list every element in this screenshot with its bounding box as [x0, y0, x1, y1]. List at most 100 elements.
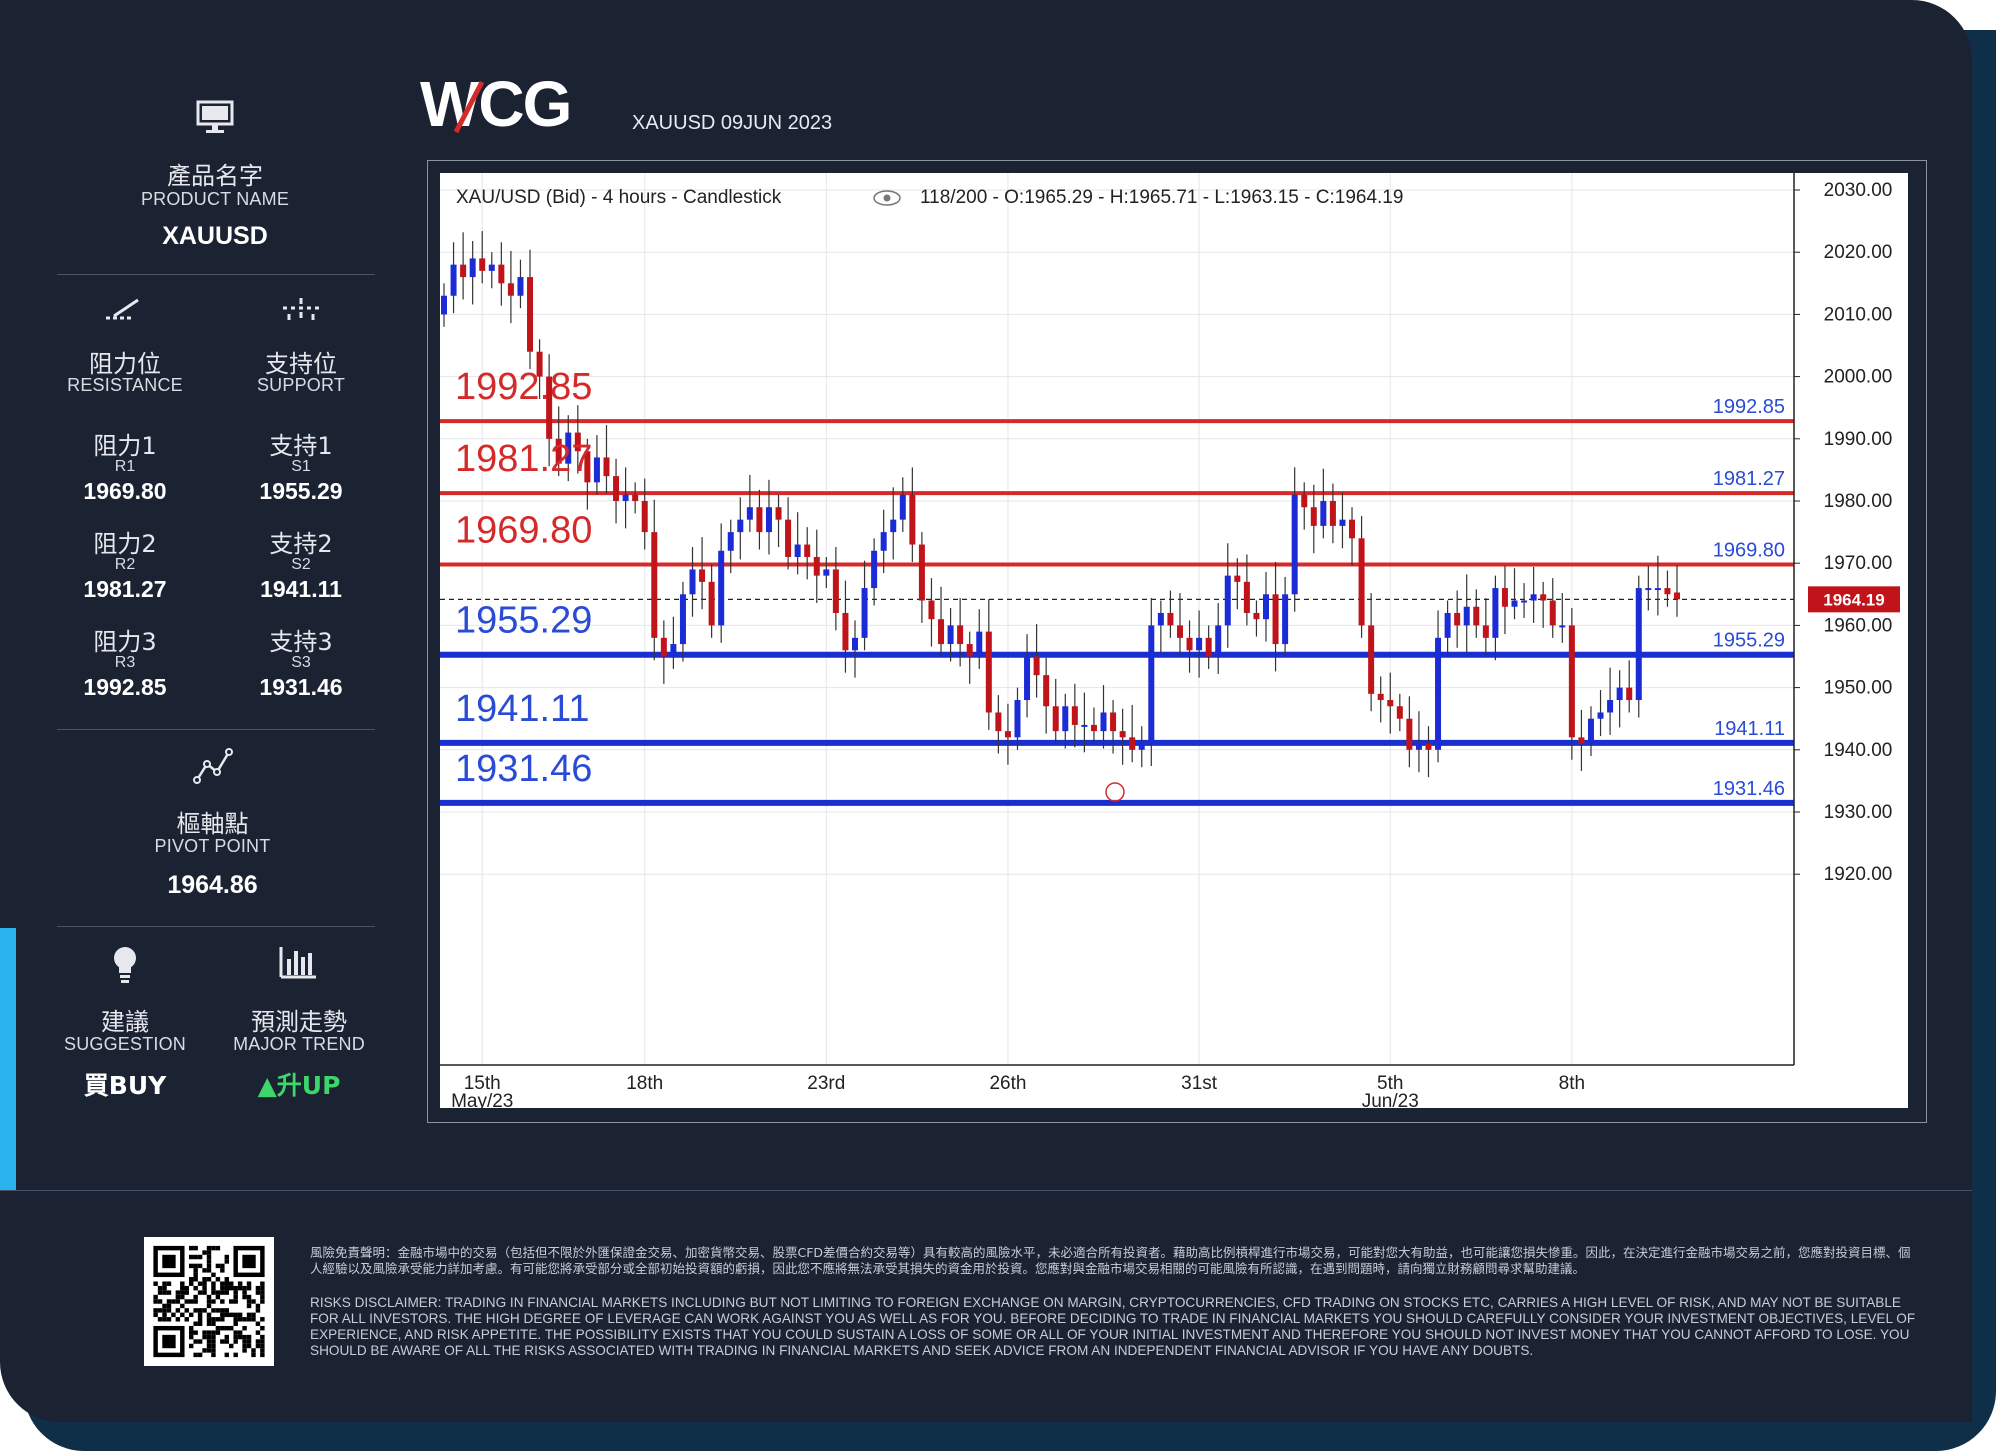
candle-body — [1559, 625, 1566, 628]
support-level-label-large: 1955.29 — [455, 600, 592, 642]
qr-module — [206, 1343, 212, 1349]
candle-body — [1138, 743, 1145, 750]
candle-body — [737, 519, 744, 533]
candle-body — [1215, 625, 1222, 657]
candle-body — [823, 569, 830, 576]
candle-body — [565, 432, 572, 464]
trend-label-zh: 預測走勢 — [251, 1008, 347, 1036]
qr-module — [242, 1285, 247, 1291]
qr-module — [202, 1285, 207, 1291]
candle-body — [1482, 625, 1489, 638]
candle-body — [1167, 612, 1174, 626]
qr-finder-core — [162, 1254, 176, 1269]
qr-module — [215, 1263, 221, 1269]
x-tick-sublabel: Jun/23 — [1362, 1091, 1419, 1108]
candle — [1578, 709, 1585, 771]
qr-module — [197, 1290, 203, 1295]
qr-module — [184, 1308, 189, 1313]
qr-module — [153, 1312, 158, 1318]
candle — [699, 537, 706, 610]
support-level-label-small: 1941.11 — [1714, 718, 1785, 740]
candle-body — [488, 264, 495, 271]
candle-body — [1607, 700, 1614, 713]
candle-body — [679, 594, 686, 645]
candle-body — [1511, 600, 1518, 607]
candle-body — [1320, 501, 1327, 526]
candle-body — [842, 612, 849, 651]
qr-module — [237, 1312, 243, 1318]
candle — [450, 242, 457, 314]
qr-module — [233, 1312, 238, 1318]
candle-body — [1654, 588, 1661, 591]
qr-module — [193, 1321, 198, 1326]
qr-module — [153, 1294, 158, 1300]
candle — [1320, 468, 1327, 539]
qr-module — [197, 1339, 203, 1344]
candle-body — [1349, 519, 1356, 539]
candle-body — [1425, 743, 1432, 750]
candle-body — [641, 501, 648, 533]
candle — [909, 467, 916, 562]
candle — [1425, 726, 1432, 778]
candle — [1129, 705, 1136, 763]
candle — [660, 620, 667, 684]
qr-module — [157, 1290, 163, 1295]
candle — [1263, 571, 1269, 642]
qr-module — [224, 1334, 230, 1340]
qr-module — [188, 1325, 194, 1331]
candle-body — [498, 264, 505, 284]
qr-module — [215, 1277, 221, 1282]
qr-module — [211, 1348, 216, 1353]
candle — [708, 564, 715, 638]
qr-module — [193, 1277, 198, 1282]
candle — [1368, 593, 1375, 712]
qr-module — [233, 1299, 238, 1304]
qr-module — [206, 1334, 212, 1340]
candle — [1444, 600, 1451, 656]
analysis-card: WCG XAUUSD 09JUN 2023 產品名字 PRODUCT NAME … — [0, 0, 1972, 1422]
qr-module — [171, 1312, 176, 1318]
candle — [1482, 598, 1489, 656]
qr-module — [260, 1294, 265, 1300]
qr-module — [162, 1281, 167, 1286]
qr-module — [202, 1268, 207, 1273]
candle-body — [1176, 625, 1183, 638]
qr-module — [224, 1277, 230, 1282]
candle-body — [708, 581, 715, 626]
candle — [679, 581, 686, 662]
candle — [1052, 678, 1059, 744]
qr-module — [193, 1339, 198, 1344]
candle — [976, 609, 983, 669]
candle-body — [1387, 700, 1394, 707]
qr-module — [206, 1339, 212, 1344]
candle-body — [1004, 731, 1011, 738]
candle-body — [909, 494, 916, 545]
qr-module — [206, 1330, 212, 1335]
y-tick-label: 1980.00 — [1824, 491, 1893, 512]
candles — [441, 231, 1680, 778]
r3-code: R3 — [114, 654, 136, 671]
candle-body — [1664, 588, 1671, 595]
x-tick-label: 31st — [1181, 1073, 1218, 1094]
qr-module — [260, 1325, 265, 1331]
candle-body — [1635, 588, 1642, 701]
r1-label-zh: 阻力1 — [93, 432, 157, 460]
s2-value: 1941.11 — [260, 576, 342, 602]
monitor-icon — [196, 100, 234, 133]
resistance-level-label-small: 1981.27 — [1713, 468, 1785, 490]
qr-module — [242, 1294, 247, 1300]
support-level-label-large: 1941.11 — [455, 688, 590, 730]
qr-module — [202, 1308, 207, 1313]
candle-body — [622, 494, 629, 501]
last-price-label: 1964.19 — [1823, 590, 1884, 609]
candle — [765, 479, 772, 555]
candle — [842, 580, 849, 673]
candle — [938, 586, 945, 657]
candle — [603, 425, 610, 494]
candle-body — [1282, 594, 1289, 645]
candle-body — [966, 644, 973, 657]
candle-body — [765, 507, 772, 533]
qr-module — [206, 1303, 212, 1309]
candle — [1110, 700, 1117, 754]
candle-body — [632, 494, 639, 501]
